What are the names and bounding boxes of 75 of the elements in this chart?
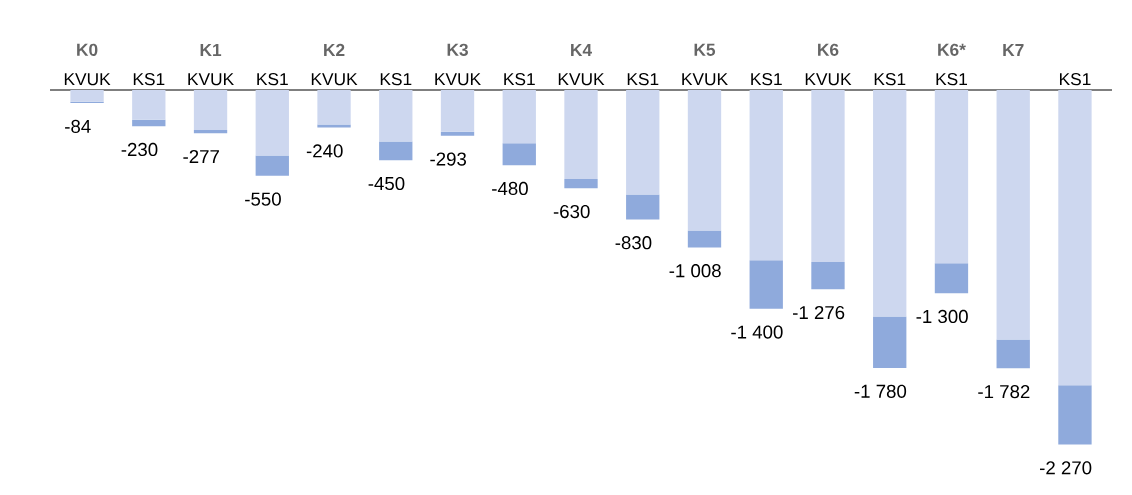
x-tick-label: KVUK bbox=[805, 73, 852, 86]
bar bbox=[255, 155, 289, 176]
annotation: -1 300 bbox=[916, 309, 968, 324]
bar bbox=[1058, 89, 1092, 386]
bar bbox=[564, 89, 598, 179]
bar bbox=[440, 131, 475, 136]
text: K7 bbox=[1003, 44, 1024, 56]
bar bbox=[379, 89, 413, 142]
annotation: -293 bbox=[430, 152, 467, 166]
bar bbox=[317, 89, 351, 125]
text: K1 bbox=[200, 44, 222, 56]
bar bbox=[873, 89, 907, 317]
bar bbox=[687, 89, 722, 231]
x-tick-label: KS1 bbox=[936, 73, 968, 86]
bar bbox=[255, 89, 289, 156]
annotation: -550 bbox=[245, 192, 281, 206]
x-tick-label: KS1 bbox=[133, 73, 165, 86]
x-tick-label: KS1 bbox=[1059, 73, 1091, 86]
bar bbox=[193, 130, 228, 134]
bar bbox=[193, 89, 228, 131]
x-tick-label: KS1 bbox=[751, 73, 782, 86]
annotation: -1 008 bbox=[669, 264, 721, 278]
text: K6* bbox=[938, 43, 966, 56]
bar bbox=[564, 178, 598, 189]
bar bbox=[687, 230, 722, 248]
bar bbox=[934, 263, 969, 294]
x-tick-label: KS1 bbox=[257, 73, 288, 86]
bar bbox=[996, 339, 1030, 369]
x-tick-label: KVUK bbox=[64, 73, 111, 86]
x-tick-label: KS1 bbox=[874, 73, 906, 86]
bar bbox=[626, 89, 660, 195]
annotation: -1 276 bbox=[793, 305, 845, 320]
annotation: -830 bbox=[615, 236, 652, 250]
text: K0 bbox=[77, 43, 98, 56]
bar bbox=[749, 260, 783, 309]
text: K2 bbox=[324, 43, 345, 56]
bar bbox=[502, 89, 536, 144]
text: K6 bbox=[818, 43, 839, 56]
bar bbox=[1058, 385, 1092, 445]
x-tick-label: KS1 bbox=[380, 73, 412, 86]
bar bbox=[132, 89, 166, 120]
x-tick-label: KVUK bbox=[188, 73, 234, 86]
bar bbox=[996, 89, 1030, 340]
bar bbox=[379, 141, 413, 161]
bar bbox=[317, 124, 351, 128]
annotation: -277 bbox=[183, 149, 219, 163]
annotation: -480 bbox=[492, 181, 528, 196]
x-tick-label: KVUK bbox=[682, 73, 728, 86]
bar bbox=[132, 119, 166, 127]
bar bbox=[934, 89, 969, 264]
annotation: -1 400 bbox=[731, 325, 783, 339]
annotation: -630 bbox=[553, 204, 590, 219]
text: K5 bbox=[694, 43, 716, 56]
annotation: -1 782 bbox=[978, 385, 1030, 399]
x-tick-label: KVUK bbox=[311, 73, 358, 86]
annotation: -1 780 bbox=[854, 384, 907, 398]
bar bbox=[811, 261, 845, 290]
bar bbox=[749, 89, 783, 261]
x-tick-label: KS1 bbox=[627, 73, 659, 86]
x-tick-label: KVUK bbox=[435, 73, 481, 86]
x-tick-label: KS1 bbox=[504, 73, 535, 86]
text: K4 bbox=[571, 44, 592, 56]
bar bbox=[440, 89, 475, 132]
x-tick-label: KVUK bbox=[558, 73, 605, 86]
annotation: -84 bbox=[65, 119, 91, 134]
bar bbox=[873, 316, 907, 368]
bar bbox=[811, 89, 845, 262]
annotation: -240 bbox=[306, 144, 343, 158]
annotation: -230 bbox=[121, 142, 158, 157]
bar bbox=[70, 89, 104, 102]
text: -2 270 bbox=[1039, 461, 1092, 475]
text: K3 bbox=[447, 43, 468, 56]
bar bbox=[502, 143, 536, 166]
bar bbox=[626, 194, 660, 220]
annotation: -450 bbox=[368, 176, 405, 191]
